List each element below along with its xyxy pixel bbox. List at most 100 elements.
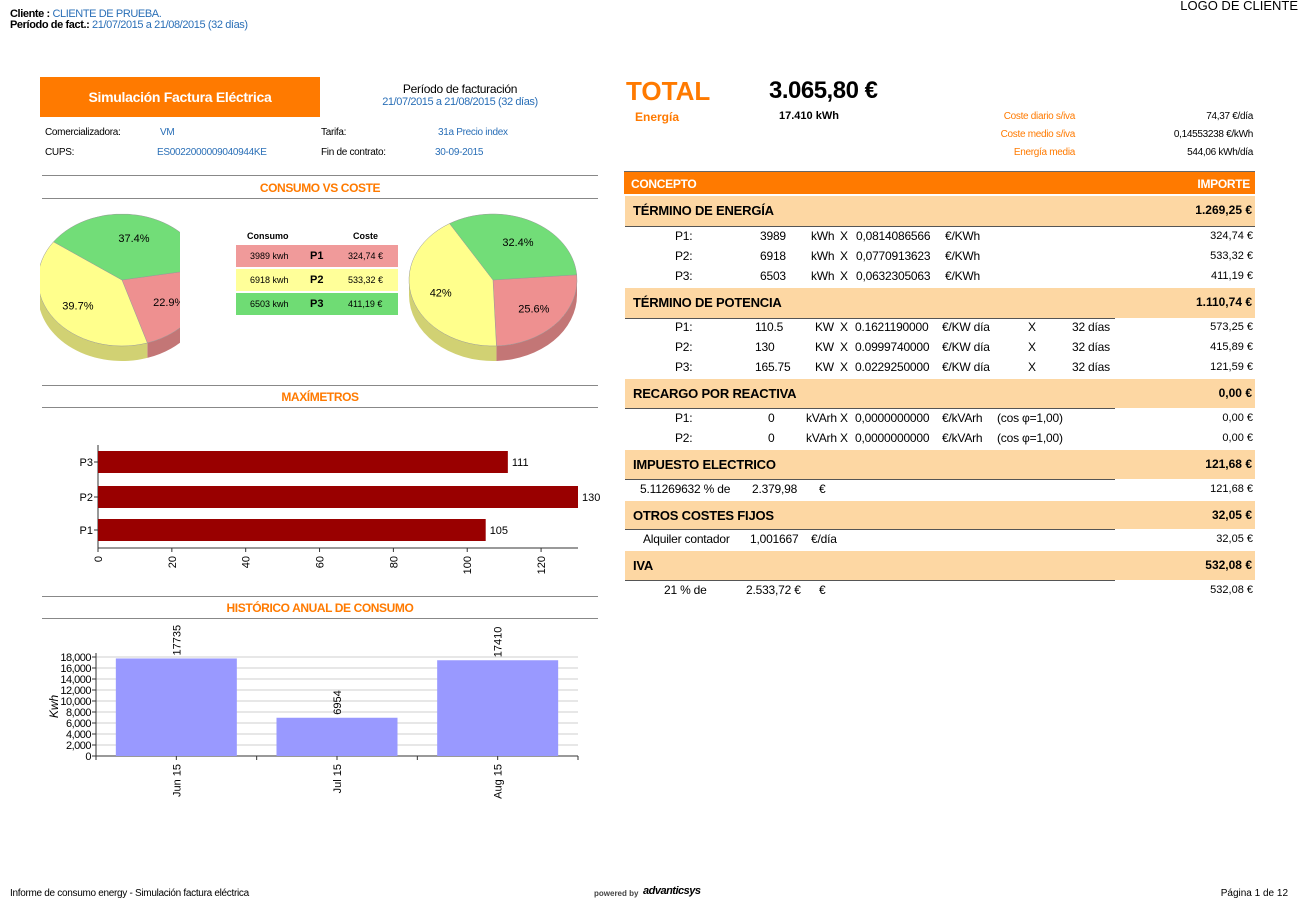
y-tick-label: 14,000 [60,674,91,686]
row-price: 0.0229250000 [855,360,930,374]
tarifa-value: 31a Precio index [438,127,508,138]
bar-p1 [98,519,486,541]
section-divider [42,407,598,408]
pie-label-p1: 25.6% [518,303,549,315]
energia-label: Energía [635,110,680,124]
historico-chart: 02,0004,0006,0008,00010,00012,00014,0001… [47,625,579,799]
row-quantity: 0 [768,431,775,445]
bar-aug-15 [437,660,559,756]
row-days-unit: días [1088,340,1110,354]
row-importe: 533,32 € [1210,250,1253,262]
row-cos-phi: (cos φ=1,00) [997,431,1063,445]
y-tick-label: 6,000 [66,718,91,730]
billing-period-value: 21/07/2015 a 21/08/2015 (32 días) [382,96,538,108]
row-price: 0,0770913623 [856,249,931,263]
row-quantity: 0 [768,411,775,425]
bar-p2 [98,486,578,508]
stat-value: 544,06 kWh/día [1187,147,1253,158]
pie-label-p1: 22.9% [153,297,180,309]
tarifa-label: Tarifa: [321,127,347,138]
total-value: 3.065,80 € [769,77,878,104]
client-line: Cliente : CLIENTE DE PRUEBA. [10,8,162,20]
cups-value: ES0022000009040944KE [157,147,267,158]
period-line: Período de fact.: 21/07/2015 a 21/08/201… [10,19,248,31]
maximetros-title: MAXÍMETROS [281,390,359,404]
row-price: 0,0000000000 [855,411,930,425]
stat-label: Energía media [1013,147,1075,158]
section-title-energia: TÉRMINO DE ENERGÍA [633,203,774,218]
row-period: P3: [675,269,693,283]
y-tick-label: 16,000 [60,663,91,675]
section-underline [625,226,1255,227]
stat-label: Coste medio s/iva [1000,129,1076,140]
pie-slice-p3 [53,213,180,281]
row-unit: kVArh [806,431,837,445]
x-tick-label: 60 [315,556,327,568]
section-underline [625,479,1115,480]
x-tick-label: 100 [462,556,474,574]
pie-slice-p1 [492,274,578,347]
data-label: 17735 [171,625,183,655]
data-label: 6954 [332,690,344,714]
row-price-unit: €/KWh [945,269,981,283]
row-unit: kWh [811,249,835,263]
legend-consumo: 3989 kwh [250,251,289,261]
cups-label: CUPS: [45,147,75,158]
row-importe: 415,89 € [1210,341,1253,353]
energia-value: 17.410 kWh [779,110,839,122]
row-unit: KW [815,320,834,334]
x-tick-label: 20 [167,556,179,568]
x-tick-label: Aug 15 [493,764,505,799]
row-importe: 0,00 € [1222,432,1253,444]
pie-slice-p3 [449,213,578,281]
section-band-otros [625,501,1255,529]
row-period: P2: [675,431,693,445]
section-total-energia: 1.269,25 € [1195,203,1252,217]
maximetros-chart: P1 105 P2 130 P3 111 0 20 40 60 80 100 120 [80,445,600,574]
row-unit: kWh [811,269,835,283]
row-price-unit: €/kVArh [942,411,983,425]
row-days: 32 [1072,320,1085,334]
section-total-potencia: 1.110,74 € [1195,295,1252,309]
row-period: P1: [675,229,693,243]
row-quantity: 6918 [760,249,786,263]
row-percentage: 5.11269632 % de [640,482,731,496]
row-price: 0,0814086566 [856,229,931,243]
pie-slice-p1 [121,271,180,344]
pie-label-p3: 37.4% [118,233,149,245]
consumo-coste-title: CONSUMO VS COSTE [259,181,381,195]
client-logo: LOGO DE CLIENTE [1180,0,1298,13]
section-total-impuesto: 121,68 € [1205,457,1252,471]
bar-p3 [98,451,508,473]
legend-period: P3 [310,298,324,310]
row-days-unit: días [1088,320,1110,334]
row-quantity: 165.75 [755,360,791,374]
row-importe: 121,68 € [1210,483,1253,495]
row-unit: € [819,583,826,597]
legend-row-p2: 6918 kwh P2 533,32 € [236,269,398,291]
row-period: P1: [675,411,693,425]
pie-chart-coste: 25.6% 42% 32.4% [408,213,578,361]
row-days-unit: días [1088,360,1110,374]
row-cos-phi: (cos φ=1,00) [997,411,1063,425]
pie-side-p1 [147,327,180,358]
client-value: CLIENTE DE PRUEBA. [52,8,162,20]
row-quantity: 110.5 [755,320,784,334]
section-title-iva: IVA [633,558,654,573]
row-price: 0,0632305063 [856,269,931,283]
stat-value: 0,14553238 €/kWh [1173,129,1253,140]
x-tick-label: 80 [388,556,400,568]
row-quantity: 130 [755,340,775,354]
row-period: P2: [675,249,693,263]
row-period: P2: [675,340,693,354]
row-base: 2.533,72 € [746,583,801,597]
pie-side-p2 [40,294,148,361]
legend-row-p1: 3989 kwh P1 324,74 € [236,245,398,267]
row-value: 1,001667 [750,532,799,546]
comercializadora-label: Comercializadora: [45,127,121,138]
row-multiply: X [840,320,848,334]
section-total-reactiva: 0,00 € [1218,386,1252,400]
category-label-p1: P1 [80,525,93,537]
row-multiply: X [1028,320,1036,334]
category-label-p2: P2 [80,492,93,504]
